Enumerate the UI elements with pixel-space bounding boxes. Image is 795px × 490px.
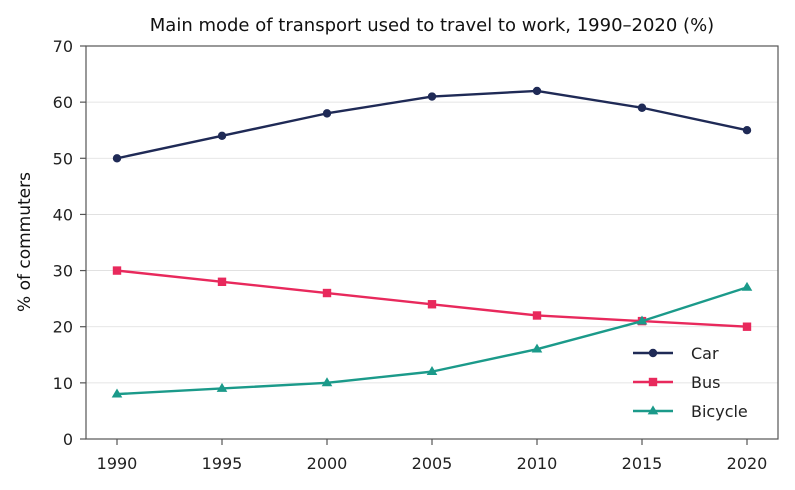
data-point-car [532,86,542,96]
data-point-bicycle [426,366,438,375]
data-point-car [742,126,752,135]
data-point-car [217,131,227,141]
series-bus [112,266,752,331]
legend-swatch-marker [648,377,658,387]
series-bicycle [111,281,753,398]
x-axis: 1990 1995 2000 2005 2010 2015 2020 [97,439,768,473]
y-tick-label: 60 [53,93,73,112]
data-point-bus [427,300,437,309]
legend-label: Bus [691,373,720,392]
legend-entry-car: Car [633,344,719,363]
legend-swatch-marker [647,405,659,415]
legend-swatch-marker [648,348,658,358]
series-car [112,86,752,163]
data-point-bicycle [216,382,228,392]
data-point-car [637,103,647,112]
x-tick-label: 2010 [517,454,558,473]
data-point-bus [112,266,122,275]
data-point-bicycle [741,281,753,291]
y-tick-label: 50 [53,149,73,168]
chart-title: Main mode of transport used to travel to… [150,15,714,36]
y-tick-label: 40 [53,205,73,224]
plot-frame [85,45,779,440]
data-point-car [322,109,332,118]
y-axis: 0 10 20 30 40 50 60 70 [53,37,86,449]
data-point-bus [532,311,542,320]
x-tick-label: 2000 [307,454,348,473]
data-point-bus [322,288,332,298]
legend-entry-bus: Bus [633,373,720,392]
data-point-car [112,154,122,163]
legend-label: Car [691,344,719,363]
y-axis-title: % of commuters [15,172,35,312]
data-point-bicycle [636,315,648,325]
y-tick-label: 20 [53,318,73,337]
legend: Car Bus Bicycle [633,344,748,421]
data-point-bicycle [111,388,123,398]
series-line-car [116,89,748,160]
x-tick-label: 1995 [202,454,243,473]
y-tick-label: 70 [53,37,73,56]
x-tick-label: 1990 [97,454,138,473]
x-tick-label: 2005 [412,454,453,473]
x-tick-label: 2015 [622,454,663,473]
data-point-car [427,92,437,101]
legend-label: Bicycle [691,402,748,421]
data-point-bus [742,322,752,331]
legend-entry-bicycle: Bicycle [633,402,748,421]
y-tick-label: 30 [53,262,73,281]
y-tick-label: 10 [53,374,73,393]
x-tick-label: 2020 [727,454,768,473]
data-point-bicycle [531,343,543,353]
data-point-bus [217,277,227,286]
data-point-bicycle [321,377,333,387]
series-layer [111,86,753,398]
gridlines [86,101,778,384]
y-tick-label: 0 [63,430,73,449]
